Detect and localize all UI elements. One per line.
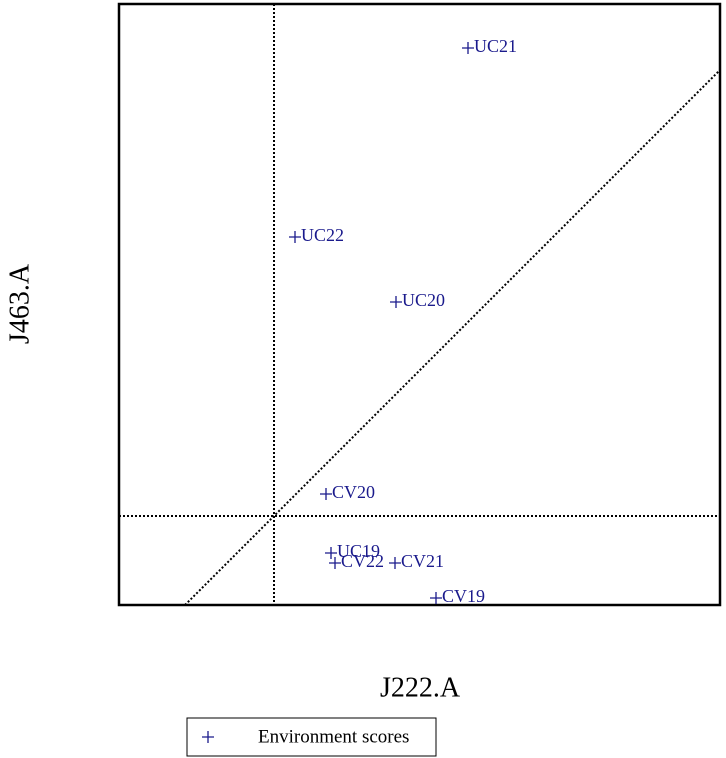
point-label: UC21 [474, 36, 517, 56]
point [462, 42, 474, 54]
point-label: CV22 [341, 551, 384, 571]
point-label: CV19 [442, 586, 485, 606]
diagonal-line [184, 69, 720, 605]
point [329, 557, 341, 569]
point [289, 231, 301, 243]
point-label: UC20 [402, 290, 445, 310]
point [320, 488, 332, 500]
plot-frame [117, 2, 722, 607]
point [325, 547, 337, 559]
point-label: CV21 [401, 551, 444, 571]
x-axis-label: J222.A [380, 672, 461, 703]
point-label: CV20 [332, 482, 375, 502]
legend-label: Environment scores [258, 726, 409, 747]
point [430, 592, 442, 604]
point [390, 296, 402, 308]
point-label: UC19 [337, 541, 380, 561]
y-axis-label: J463.A [4, 263, 35, 344]
point-label: UC22 [301, 225, 344, 245]
legend: Environment scores [186, 717, 437, 757]
legend-marker [202, 731, 214, 743]
point [389, 557, 401, 569]
legend-box [186, 717, 437, 757]
